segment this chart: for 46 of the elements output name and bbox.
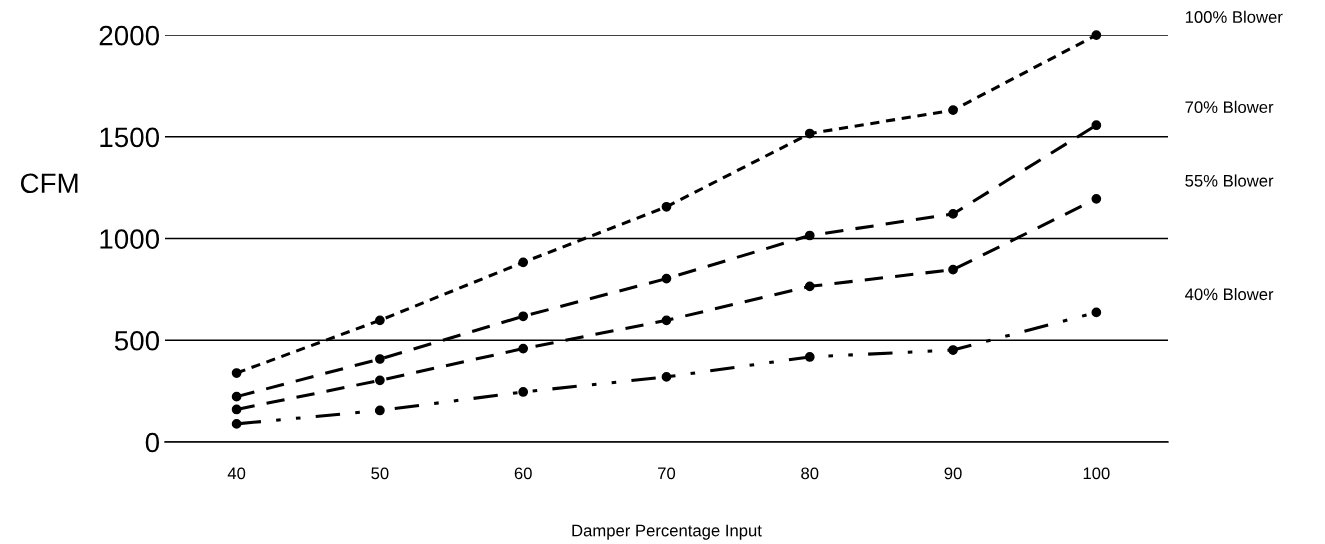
text: 100% Blower: [1185, 10, 1283, 23]
point: [1091, 194, 1102, 204]
x-tick-label: 100: [1083, 467, 1110, 480]
point: [661, 273, 672, 284]
x-tick-label: 60: [514, 467, 532, 480]
point: [1091, 120, 1102, 131]
point: [1091, 30, 1102, 40]
x-tick-label: 80: [801, 467, 819, 480]
y-tick-label: 0: [145, 432, 160, 453]
point: [661, 201, 672, 212]
point: [231, 404, 242, 415]
point: [804, 352, 815, 362]
point: [375, 375, 385, 386]
x-tick-label: 40: [227, 467, 246, 480]
point: [375, 354, 385, 364]
text: 55% Blower: [1185, 174, 1274, 187]
x-axis-title: Damper Percentage Input: [572, 524, 762, 540]
point: [948, 345, 958, 355]
point: [661, 315, 672, 326]
y-tick-label: 1000: [100, 229, 160, 249]
point: [948, 209, 958, 219]
point: [231, 391, 242, 402]
text: 40% Blower: [1185, 287, 1274, 301]
x-tick-label: 70: [658, 467, 676, 480]
point: [804, 128, 815, 139]
point: [231, 419, 242, 429]
y-tick-label: 2000: [99, 25, 160, 46]
point: [375, 405, 385, 416]
text: 70% Blower: [1185, 100, 1274, 114]
point: [661, 372, 672, 382]
point: [375, 315, 385, 326]
y-axis-title: CFM: [20, 173, 78, 194]
point: [1091, 307, 1102, 318]
y-tick-label: 1500: [100, 127, 160, 148]
point: [804, 281, 815, 292]
point: [231, 368, 242, 378]
x-tick-label: 50: [371, 467, 389, 480]
point: [518, 343, 529, 354]
point: [518, 387, 529, 397]
point: [948, 264, 958, 275]
x-tick-label: 90: [944, 467, 962, 480]
point: [518, 311, 529, 322]
point: [518, 257, 529, 268]
point: [804, 230, 815, 241]
point: [948, 105, 958, 116]
y-tick-label: 500: [114, 330, 160, 351]
